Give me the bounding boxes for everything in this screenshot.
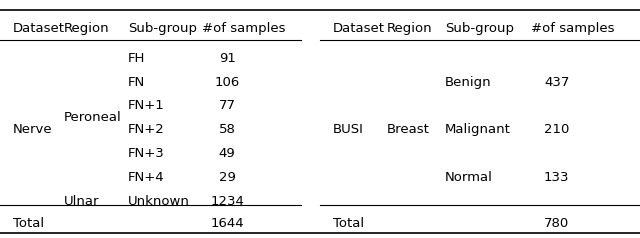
Text: Normal: Normal [445, 171, 493, 184]
Text: 1644: 1644 [211, 217, 244, 230]
Text: Ulnar: Ulnar [64, 195, 99, 208]
Text: Sub-group: Sub-group [445, 22, 514, 35]
Text: Sub-group: Sub-group [128, 22, 197, 35]
Text: Dataset: Dataset [13, 22, 65, 35]
Text: FN+2: FN+2 [128, 123, 164, 136]
Text: Unknown: Unknown [128, 195, 190, 208]
Text: 106: 106 [214, 76, 240, 89]
Text: Total: Total [13, 217, 44, 230]
Text: FN+4: FN+4 [128, 171, 164, 184]
Text: Benign: Benign [445, 76, 492, 89]
Text: Malignant: Malignant [445, 123, 511, 136]
Text: Dataset: Dataset [333, 22, 385, 35]
Text: 1234: 1234 [211, 195, 244, 208]
Text: Region: Region [387, 22, 433, 35]
Text: 780: 780 [544, 217, 570, 230]
Text: #of samples: #of samples [531, 22, 614, 35]
Text: 29: 29 [219, 171, 236, 184]
Text: Nerve: Nerve [13, 123, 52, 136]
Text: #of samples: #of samples [202, 22, 285, 35]
Text: Total: Total [333, 217, 364, 230]
Text: FH: FH [128, 52, 145, 65]
Text: 58: 58 [219, 123, 236, 136]
Text: 77: 77 [219, 99, 236, 112]
Text: BUSI: BUSI [333, 123, 364, 136]
Text: Breast: Breast [387, 123, 430, 136]
Text: FN+3: FN+3 [128, 147, 164, 160]
Text: Peroneal: Peroneal [64, 111, 122, 124]
Text: 49: 49 [219, 147, 236, 160]
Text: 437: 437 [544, 76, 570, 89]
Text: 91: 91 [219, 52, 236, 65]
Text: 133: 133 [544, 171, 570, 184]
Text: Region: Region [64, 22, 109, 35]
Text: FN: FN [128, 76, 145, 89]
Text: FN+1: FN+1 [128, 99, 164, 112]
Text: 210: 210 [544, 123, 570, 136]
